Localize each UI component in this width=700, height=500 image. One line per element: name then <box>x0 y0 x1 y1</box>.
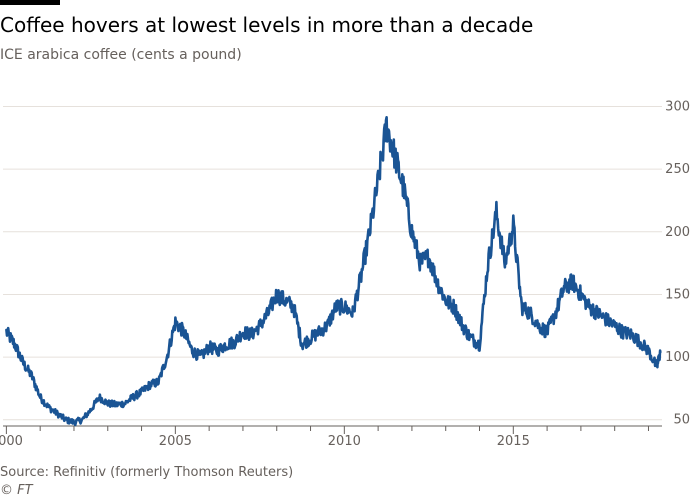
series-layer <box>5 116 662 427</box>
copyright-credit: © FT <box>0 483 33 498</box>
x-tick-label-2010: 2010 <box>328 434 361 449</box>
chart-subtitle: ICE arabica coffee (cents a pound) <box>0 47 242 63</box>
series-line-0 <box>5 116 662 427</box>
line-chart: 50 100 150 200 250 300 2000 2005 2010 2015 <box>0 100 690 449</box>
y-tick-label-200: 200 <box>665 225 690 240</box>
x-tick-label-2015: 2015 <box>497 434 530 449</box>
source-note: Source: Refinitiv (formerly Thomson Reut… <box>0 465 294 480</box>
chart-title: Coffee hovers at lowest levels in more t… <box>0 13 534 37</box>
y-tick-label-50: 50 <box>673 413 690 428</box>
x-axis-labels: 2000 2005 2010 2015 <box>0 434 530 449</box>
x-tick-label-2005: 2005 <box>159 434 192 449</box>
y-tick-label-300: 300 <box>665 100 690 115</box>
y-tick-label-150: 150 <box>665 287 690 302</box>
x-axis <box>3 425 662 434</box>
y-tick-label-250: 250 <box>665 162 690 177</box>
y-axis-labels: 50 100 150 200 250 300 <box>665 100 690 428</box>
brand-accent-bar <box>0 0 60 5</box>
y-tick-label-100: 100 <box>665 350 690 365</box>
x-tick-label-2000: 2000 <box>0 434 23 449</box>
grid-lines <box>3 106 662 421</box>
